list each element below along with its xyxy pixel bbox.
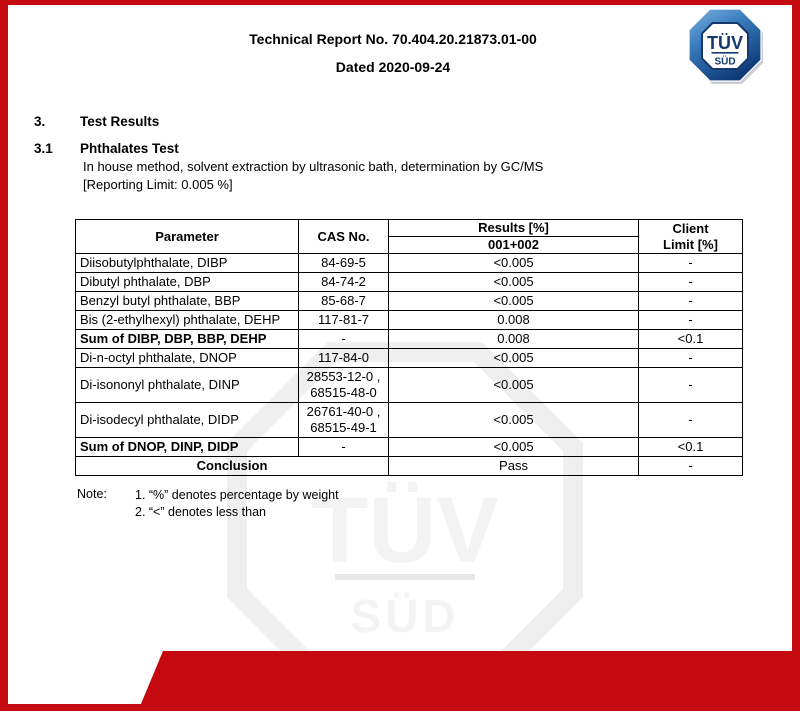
document-header: Technical Report No. 70.404.20.21873.01-…	[8, 31, 778, 75]
method-description: In house method, solvent extraction by u…	[83, 159, 544, 174]
cell-limit: -	[638, 348, 743, 368]
subsection-title: Phthalates Test	[80, 141, 179, 156]
cell-result: <0.005	[388, 348, 639, 368]
cell-parameter: Di-isodecyl phthalate, DIDP	[75, 402, 299, 438]
reporting-limit: [Reporting Limit: 0.005 %]	[83, 177, 233, 192]
cell-parameter: Bis (2-ethylhexyl) phthalate, DEHP	[75, 310, 299, 330]
col-header-results: Results [%]	[388, 219, 639, 237]
cell-cas: 84-74-2	[298, 272, 389, 292]
note-list: 1. “%” denotes percentage by weight 2. “…	[135, 487, 339, 521]
table-row: Di-isodecyl phthalate, DIDP 26761-40-0 ,…	[75, 402, 743, 438]
report-title: Technical Report No. 70.404.20.21873.01-…	[249, 31, 537, 47]
cell-cas: 117-81-7	[298, 310, 389, 330]
cell-parameter: Sum of DNOP, DINP, DIDP	[75, 437, 299, 457]
report-date: Dated 2020-09-24	[335, 59, 451, 75]
table-row: Dibutyl phthalate, DBP 84-74-2 <0.005 -	[75, 272, 743, 292]
cell-limit: <0.1	[638, 329, 743, 349]
table-header-row: Parameter CAS No. Results [%] Client Lim…	[75, 219, 743, 254]
logo-sud-text: SÜD	[714, 55, 735, 68]
cell-cas: -	[298, 329, 389, 349]
right-border-bar	[792, 0, 800, 711]
cell-parameter: Dibutyl phthalate, DBP	[75, 272, 299, 292]
cell-result: <0.005	[388, 402, 639, 438]
note-item: 1. “%” denotes percentage by weight	[135, 488, 339, 502]
cell-result: <0.005	[388, 437, 639, 457]
cell-parameter: Di-isononyl phthalate, DINP	[75, 367, 299, 403]
watermark-underline	[335, 574, 475, 580]
cell-result: <0.005	[388, 253, 639, 273]
cell-result: 0.008	[388, 310, 639, 330]
cell-limit: -	[638, 367, 743, 403]
table-row: Bis (2-ethylhexyl) phthalate, DEHP 117-8…	[75, 310, 743, 330]
section-number: 3.	[34, 114, 46, 129]
top-border-bar	[0, 0, 800, 5]
table-row: Diisobutylphthalate, DIBP 84-69-5 <0.005…	[75, 253, 743, 273]
cell-cas: 85-68-7	[298, 291, 389, 311]
logo-tuv-text: TÜV	[707, 33, 743, 53]
cell-limit: -	[638, 272, 743, 292]
cell-cas: 117-84-0	[298, 348, 389, 368]
cell-result: <0.005	[388, 291, 639, 311]
section-title: Test Results	[80, 114, 160, 129]
cell-limit: -	[638, 291, 743, 311]
cell-cas: -	[298, 437, 389, 457]
conclusion-limit: -	[638, 456, 743, 476]
cell-cas: 28553-12-0 , 68515-48-0	[298, 367, 389, 403]
logo-inner-octagon	[701, 22, 749, 70]
tuv-sud-logo: TÜV SÜD	[688, 8, 763, 84]
cell-cas: 26761-40-0 , 68515-49-1	[298, 402, 389, 438]
footer-bottom-strip	[0, 704, 145, 711]
phthalates-results-table: Parameter CAS No. Results [%] Client Lim…	[75, 219, 743, 476]
footer-red-band	[138, 651, 800, 711]
table-row: Di-isononyl phthalate, DINP 28553-12-0 ,…	[75, 367, 743, 403]
cell-limit: -	[638, 310, 743, 330]
cell-limit: -	[638, 402, 743, 438]
cell-parameter: Sum of DIBP, DBP, BBP, DEHP	[75, 329, 299, 349]
left-border-bar	[0, 0, 8, 711]
cell-parameter: Di-n-octyl phthalate, DNOP	[75, 348, 299, 368]
col-header-cas: CAS No.	[298, 219, 389, 254]
conclusion-result: Pass	[388, 456, 639, 476]
table-row: Benzyl butyl phthalate, BBP 85-68-7 <0.0…	[75, 291, 743, 311]
col-header-sample-id: 001+002	[388, 236, 639, 254]
cell-result: 0.008	[388, 329, 639, 349]
cell-cas: 84-69-5	[298, 253, 389, 273]
cell-result: <0.005	[388, 272, 639, 292]
table-sum-row: Sum of DNOP, DINP, DIDP - <0.005 <0.1	[75, 437, 743, 457]
col-header-client-limit: Client Limit [%]	[638, 219, 743, 254]
cell-parameter: Diisobutylphthalate, DIBP	[75, 253, 299, 273]
table-row: Di-n-octyl phthalate, DNOP 117-84-0 <0.0…	[75, 348, 743, 368]
note-label: Note:	[77, 487, 107, 501]
cell-limit: <0.1	[638, 437, 743, 457]
subsection-number: 3.1	[34, 141, 53, 156]
table-sum-row: Sum of DIBP, DBP, BBP, DEHP - 0.008 <0.1	[75, 329, 743, 349]
note-item: 2. “<” denotes less than	[135, 505, 266, 519]
table-conclusion-row: Conclusion Pass -	[75, 456, 743, 476]
conclusion-label: Conclusion	[75, 456, 389, 476]
col-header-parameter: Parameter	[75, 219, 299, 254]
cell-result: <0.005	[388, 367, 639, 403]
logo-underline	[711, 52, 739, 54]
cell-parameter: Benzyl butyl phthalate, BBP	[75, 291, 299, 311]
watermark-tuv-text: TÜV	[311, 477, 499, 582]
cell-limit: -	[638, 253, 743, 273]
watermark-sud-text: SÜD	[350, 590, 459, 642]
